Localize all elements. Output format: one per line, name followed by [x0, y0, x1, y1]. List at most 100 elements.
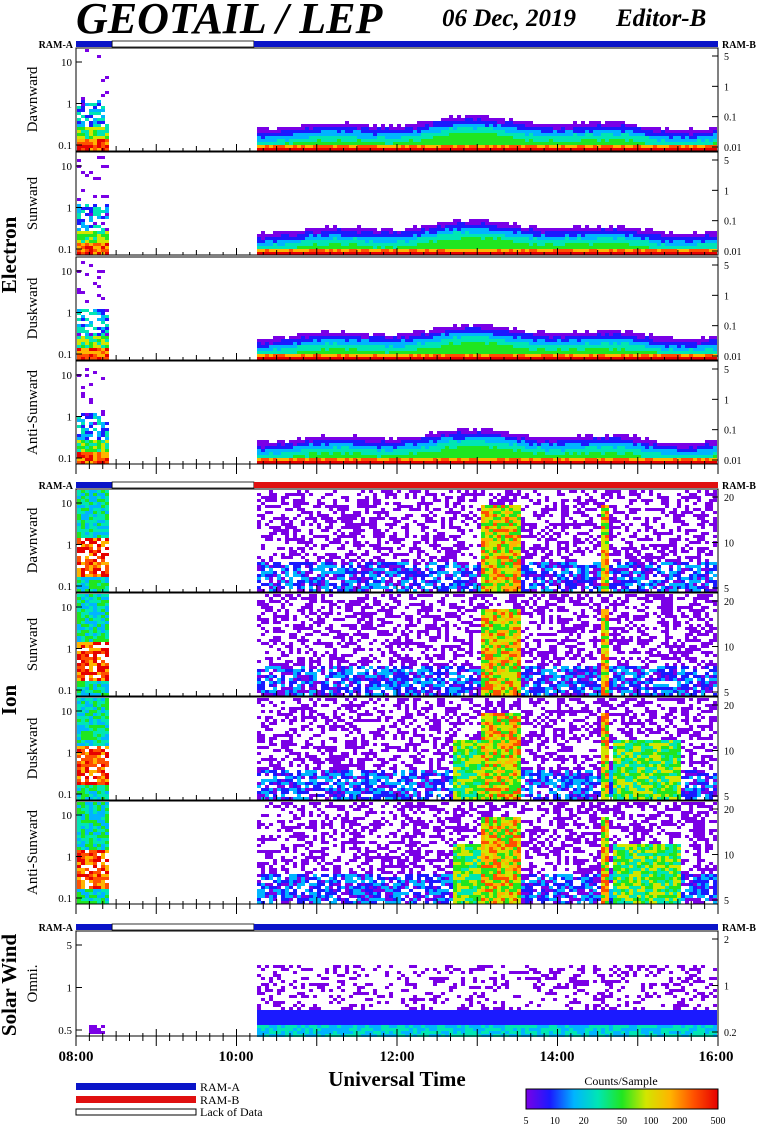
- spectrogram-cell: [701, 336, 705, 339]
- spectrogram-cell: [521, 458, 525, 461]
- spectrogram-cell: [689, 234, 693, 237]
- spectrogram-cell: [97, 276, 101, 279]
- spectrogram-cell: [317, 133, 321, 136]
- spectrogram-cell: [661, 449, 665, 452]
- spectrogram-cell: [509, 133, 513, 136]
- spectrogram-cell: [461, 354, 465, 357]
- spectrogram-cell: [341, 455, 345, 458]
- spectrogram-cell: [425, 136, 429, 139]
- spectrogram-cell: [597, 330, 601, 333]
- spectrogram-cell: [565, 455, 569, 458]
- spectrogram-cell: [605, 333, 609, 336]
- spectrogram-cell: [473, 121, 477, 124]
- spectrogram-cell: [353, 446, 357, 449]
- spectrogram-cell: [685, 130, 689, 133]
- spectrogram-cell: [405, 452, 409, 455]
- spectrogram-cell: [77, 443, 81, 446]
- spectrogram-cell: [645, 243, 649, 246]
- spectrogram-cell: [381, 133, 385, 136]
- spectrogram-cell: [705, 440, 709, 443]
- spectrogram-cell: [97, 354, 101, 357]
- spectrogram-cell: [365, 133, 369, 136]
- spectrogram-cell: [473, 449, 477, 452]
- spectrogram-cell: [613, 237, 617, 240]
- spectrogram-cell: [489, 446, 493, 449]
- spectrogram-cell: [93, 145, 97, 148]
- spectrogram-cell: [637, 136, 641, 139]
- spectrogram-cell: [293, 127, 297, 130]
- spectrogram-cell: [505, 133, 509, 136]
- spectrogram-cell: [333, 234, 337, 237]
- spectrogram-cell: [505, 348, 509, 351]
- spectrogram-cell: [345, 231, 349, 234]
- spectrogram-cell: [541, 228, 545, 231]
- spectrogram-cell: [433, 327, 437, 330]
- spectrogram-cell: [89, 440, 93, 443]
- spectrogram-cell: [561, 351, 565, 354]
- spectrogram-cell: [333, 455, 337, 458]
- spectrogram-cell: [77, 204, 81, 207]
- spectrogram-cell: [429, 452, 433, 455]
- spectrogram-cell: [589, 434, 593, 437]
- spectrogram-cell: [653, 440, 657, 443]
- spectrogram-cell: [493, 351, 497, 354]
- left-tick-label: 0.1: [58, 349, 72, 361]
- spectrogram-cell: [97, 446, 101, 449]
- spectrogram-cell: [93, 282, 97, 285]
- spectrogram-cell: [97, 336, 101, 339]
- spectrogram-cell: [293, 446, 297, 449]
- spectrogram-cell: [685, 458, 689, 461]
- spectrogram-cell: [609, 124, 613, 127]
- spectrogram-cell: [645, 142, 649, 145]
- spectrogram-cell: [645, 130, 649, 133]
- spectrogram-cell: [637, 348, 641, 351]
- electron-panel-anti-sunward: Anti-Sunward 1010.1510.10.01: [25, 361, 742, 467]
- spectrogram-cell: [609, 455, 613, 458]
- spectrogram-cell: [429, 431, 433, 434]
- spectrogram-cell: [269, 443, 273, 446]
- spectrogram-cell: [329, 139, 333, 142]
- spectrogram-cell: [693, 130, 697, 133]
- spectrogram-cell: [97, 240, 101, 243]
- spectrogram-cell: [89, 171, 93, 174]
- spectrogram-cell: [453, 324, 457, 327]
- spectrogram-cell: [485, 121, 489, 124]
- spectrogram-cell: [477, 342, 481, 345]
- spectrogram-cell: [557, 127, 561, 130]
- spectrogram-cell: [265, 449, 269, 452]
- spectrogram-cell: [301, 243, 305, 246]
- spectrogram-cell: [473, 228, 477, 231]
- spectrogram-cell: [293, 142, 297, 145]
- spectrogram-cell: [461, 240, 465, 243]
- spectrogram-cell: [593, 458, 597, 461]
- spectrogram-cell: [457, 219, 461, 222]
- spectrogram-cell: [437, 333, 441, 336]
- spectrogram-cell: [705, 443, 709, 446]
- spectrogram-cell: [381, 443, 385, 446]
- spectrogram-cell: [357, 139, 361, 142]
- spectrogram-cell: [545, 145, 549, 148]
- spectrogram-cell: [513, 133, 517, 136]
- spectrogram-cell: [381, 333, 385, 336]
- spectrogram-cell: [513, 342, 517, 345]
- spectrogram-cell: [365, 345, 369, 348]
- spectrogram-cell: [397, 351, 401, 354]
- spectrogram-cell: [585, 455, 589, 458]
- spectrogram-cell: [93, 234, 97, 237]
- spectrogram-cell: [517, 345, 521, 348]
- spectrogram-cell: [601, 130, 605, 133]
- spectrogram-cell: [681, 449, 685, 452]
- spectrogram-cell: [505, 446, 509, 449]
- spectrogram-cell: [389, 139, 393, 142]
- spectrogram-cell: [453, 431, 457, 434]
- spectrogram-cell: [645, 437, 649, 440]
- spectrogram-cell: [501, 446, 505, 449]
- spectrogram-cell: [469, 342, 473, 345]
- spectrogram-cell: [477, 222, 481, 225]
- spectrogram-cell: [497, 222, 501, 225]
- right-tick-label: 0.01: [724, 352, 742, 363]
- spectrogram-cell: [565, 139, 569, 142]
- spectrogram-cell: [101, 228, 105, 231]
- spectrogram-cell: [657, 243, 661, 246]
- spectrogram-cell: [557, 139, 561, 142]
